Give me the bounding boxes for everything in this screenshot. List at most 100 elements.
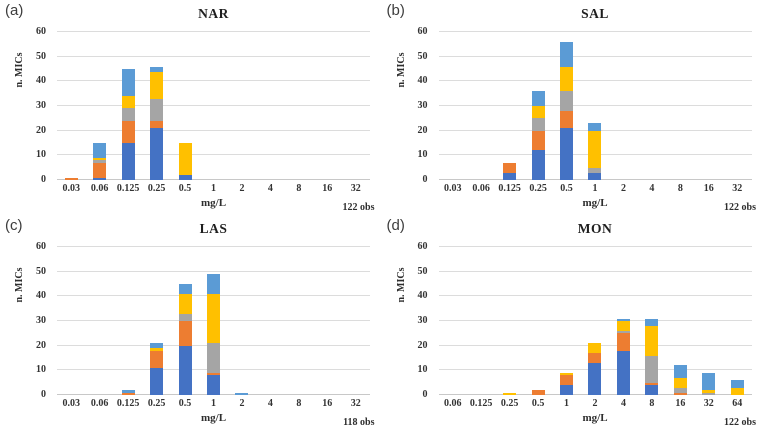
category-slot	[723, 32, 751, 180]
bar-segment-lightblue	[178, 284, 192, 294]
category-slot	[723, 247, 751, 395]
x-tick-label: 0.06	[472, 183, 490, 194]
category-slot	[228, 247, 256, 395]
gridline	[57, 105, 370, 106]
category-slot	[57, 32, 85, 180]
bar-segment-yellow	[121, 96, 135, 109]
bar-segment-blue	[93, 177, 107, 180]
category-slot	[467, 247, 495, 395]
y-axis: 0 10 20 30 40 50 60	[0, 27, 50, 185]
x-tick-label: 0.03	[62, 183, 80, 194]
bar-segment-gray	[121, 108, 135, 121]
x-tick-label: 16	[703, 183, 714, 194]
category-slot	[495, 247, 523, 395]
y-tick-label: 40	[417, 290, 428, 302]
plot-area	[438, 246, 752, 395]
y-tick-label: 60	[417, 241, 428, 252]
category-slot	[638, 32, 666, 180]
category-slot	[313, 247, 341, 395]
bar-segment-yellow	[178, 143, 192, 176]
bar-segment-yellow	[206, 293, 220, 344]
chart-title: NAR	[198, 6, 229, 21]
bar-segment-lightblue	[121, 390, 135, 393]
gridline	[438, 295, 752, 297]
x-tick-label: 1	[210, 398, 216, 409]
bar-segment-lightblue	[235, 392, 249, 395]
category-slot	[666, 32, 694, 180]
gridline	[438, 80, 752, 82]
y-tick-label: 0	[41, 174, 46, 185]
chart-title: LAS	[199, 221, 228, 236]
y-tick-label: 50	[36, 50, 46, 62]
bar-segment-orange	[121, 392, 135, 395]
gridline	[57, 179, 370, 180]
category-slot	[695, 247, 723, 395]
category-slot	[495, 32, 523, 180]
x-tick-label: 0.125	[116, 183, 140, 194]
bar-segment-gray	[206, 343, 220, 373]
category-slot	[85, 247, 113, 395]
bar-segment-orange	[178, 321, 192, 346]
bar-segment-lightblue	[645, 318, 659, 326]
x-tick-label: 8	[296, 398, 302, 409]
panel-letter: (b)	[386, 2, 405, 19]
bar-stack	[531, 390, 545, 395]
bar-segment-orange	[616, 333, 630, 351]
bar-segment-yellow	[616, 321, 630, 331]
observation-count: 122 obs	[724, 417, 756, 428]
bar-segment-lightblue	[121, 69, 135, 97]
bar-stack	[503, 392, 517, 395]
panel-mon: (d) MON n. MICs 0 10 20 30 40 50 60 0.06 0.125 0…	[382, 215, 763, 430]
observation-count: 118 obs	[343, 417, 375, 428]
gridline	[438, 270, 752, 272]
plot-area	[57, 31, 370, 180]
bar-segment-gray	[150, 98, 164, 121]
bar-segment-yellow	[178, 293, 192, 314]
bar-stack	[150, 343, 164, 395]
bar-stack	[645, 318, 659, 395]
bar-segment-yellow	[730, 387, 744, 395]
category-slot	[342, 247, 370, 395]
bar-stack	[64, 177, 78, 180]
x-tick-label: 0.125	[116, 398, 140, 409]
bar-stack	[588, 123, 602, 180]
x-tick-label: 16	[322, 183, 333, 194]
bar-stack	[206, 274, 220, 395]
y-tick-label: 20	[36, 339, 46, 351]
bar-segment-orange	[560, 375, 574, 386]
observation-count: 122 obs	[342, 202, 375, 213]
bar-segment-blue	[206, 375, 220, 395]
x-tick-label: 32	[350, 183, 361, 194]
x-tick-label: 0.25	[500, 398, 519, 409]
category-slot	[57, 247, 85, 395]
x-tick-label: 4	[267, 183, 273, 194]
bar-segment-gray	[616, 330, 630, 334]
x-tick-label: 64	[732, 398, 743, 409]
bar-segment-orange	[64, 177, 78, 180]
x-tick-label: 4	[649, 183, 655, 194]
category-slot	[142, 247, 170, 395]
category-slot	[552, 32, 580, 180]
panel-letter: (d)	[386, 217, 405, 234]
y-tick-label: 50	[417, 265, 428, 277]
bar-segment-orange	[531, 130, 545, 151]
gridline	[57, 80, 370, 82]
plot-area	[57, 246, 370, 395]
x-tick-label: 0.125	[498, 183, 521, 194]
y-tick-label: 30	[36, 315, 46, 326]
category-slot	[439, 32, 467, 180]
y-tick-label: 0	[422, 389, 428, 400]
y-tick-label: 10	[417, 364, 428, 376]
y-tick-label: 10	[36, 364, 46, 376]
x-axis-title: mg/L	[582, 197, 608, 209]
bar-segment-orange	[588, 353, 602, 363]
category-slot	[256, 32, 284, 180]
gridline	[57, 246, 370, 247]
bar-segment-yellow	[503, 392, 517, 395]
bar-segment-lightblue	[616, 318, 630, 322]
bar-segment-yellow	[93, 157, 107, 161]
bar-segment-blue	[178, 175, 192, 180]
bars-container	[439, 247, 752, 395]
x-tick-label: 16	[675, 398, 686, 409]
